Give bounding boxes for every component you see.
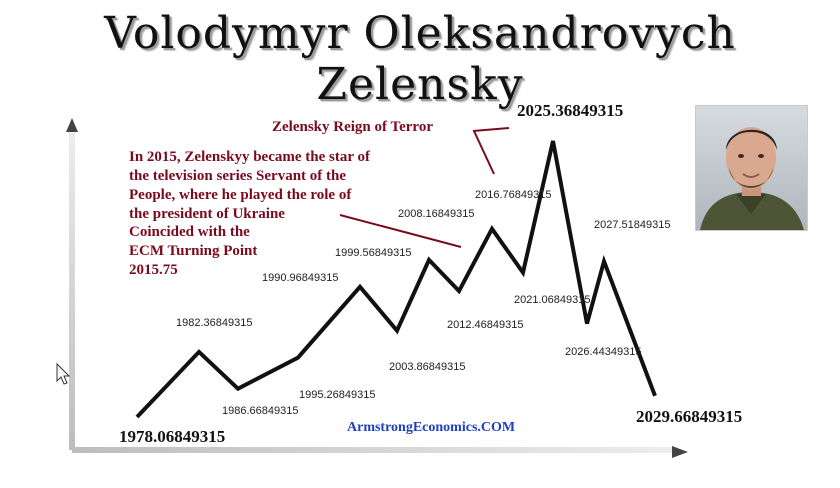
point-label-2: 1986.66849315 bbox=[222, 405, 298, 417]
y-axis bbox=[69, 128, 75, 450]
ecm-note-line-3: People, where he played the role of bbox=[129, 187, 352, 203]
point-label-6: 2003.86849315 bbox=[389, 361, 465, 373]
ecm-note-line-7: 2015.75 bbox=[129, 262, 178, 278]
ecm-note: In 2015, Zelenskyy became the star of th… bbox=[129, 149, 371, 278]
point-label-3: 1990.96849315 bbox=[262, 272, 338, 284]
point-label-12: 2026.44349315 bbox=[565, 346, 641, 358]
point-label-0: 1978.06849315 bbox=[119, 427, 225, 446]
point-label-7: 2008.16849315 bbox=[398, 208, 474, 220]
ecm-note-line-1: In 2015, Zelenskyy became the star of bbox=[129, 149, 371, 165]
point-label-1: 1982.36849315 bbox=[176, 317, 252, 329]
point-label-8: 2012.46849315 bbox=[447, 319, 523, 331]
point-label-9: 2016.76849315 bbox=[475, 189, 551, 201]
x-axis bbox=[72, 447, 677, 453]
ecm-pointer bbox=[339, 214, 462, 248]
ecm-note-line-2: the television series Servant of the bbox=[129, 168, 346, 184]
portrait-photo bbox=[695, 105, 808, 231]
point-label-10: 2021.06849315 bbox=[514, 294, 590, 306]
ecm-note-line-6: ECM Turning Point bbox=[129, 243, 257, 259]
page-title: Volodymyr Oleksandrovych Zelensky bbox=[104, 8, 736, 110]
point-label-4: 1995.26849315 bbox=[299, 389, 375, 401]
point-label-11: 2025.36849315 bbox=[517, 101, 623, 120]
point-label-13: 2027.51849315 bbox=[594, 219, 670, 231]
point-label-14: 2029.66849315 bbox=[636, 407, 742, 426]
reign-pointer-down bbox=[473, 130, 495, 175]
y-axis-arrow bbox=[66, 118, 78, 132]
reign-pointer bbox=[472, 127, 510, 132]
reign-annotation: Zelensky Reign of Terror bbox=[272, 119, 433, 135]
point-label-5: 1999.56849315 bbox=[335, 247, 411, 259]
x-axis-arrow bbox=[672, 446, 688, 458]
series-line bbox=[135, 140, 657, 419]
ecm-note-line-4: the president of Ukraine bbox=[129, 206, 285, 222]
cursor-icon bbox=[56, 362, 71, 385]
ecm-note-line-5: Coincided with the bbox=[129, 224, 250, 240]
brand-watermark: ArmstrongEconomics.COM bbox=[347, 420, 515, 435]
